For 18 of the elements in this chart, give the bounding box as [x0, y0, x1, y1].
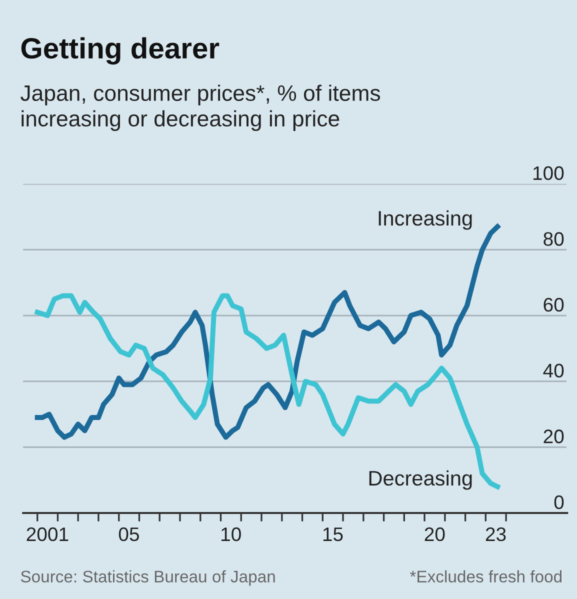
- y-tick-label: 60: [544, 298, 564, 312]
- x-tick-label: 15: [323, 528, 343, 542]
- source-note: Source: Statistics Bureau of Japan: [20, 570, 275, 586]
- chart-title: Getting dearer: [21, 37, 220, 65]
- y-tick-label: 80: [544, 232, 564, 246]
- chart-subtitle: Japan, consumer prices*, % of items increasing or decreasing in price: [20, 84, 380, 131]
- x-tick-label: 23: [486, 527, 506, 542]
- x-tick-label: 10: [222, 527, 241, 542]
- series-label: Decreasing: [369, 470, 472, 490]
- x-tick-label: 2001: [26, 527, 68, 542]
- x-tick-label: 20: [424, 527, 445, 542]
- y-tick-label: 100: [533, 166, 564, 180]
- y-tick-label: 40: [543, 364, 564, 378]
- text: *Excludes fresh food: [410, 570, 562, 583]
- y-tick-label: 0: [554, 495, 564, 510]
- series-label: Increasing: [378, 210, 472, 230]
- y-tick-label: 20: [544, 430, 564, 444]
- x-tick-label: 05: [118, 527, 139, 542]
